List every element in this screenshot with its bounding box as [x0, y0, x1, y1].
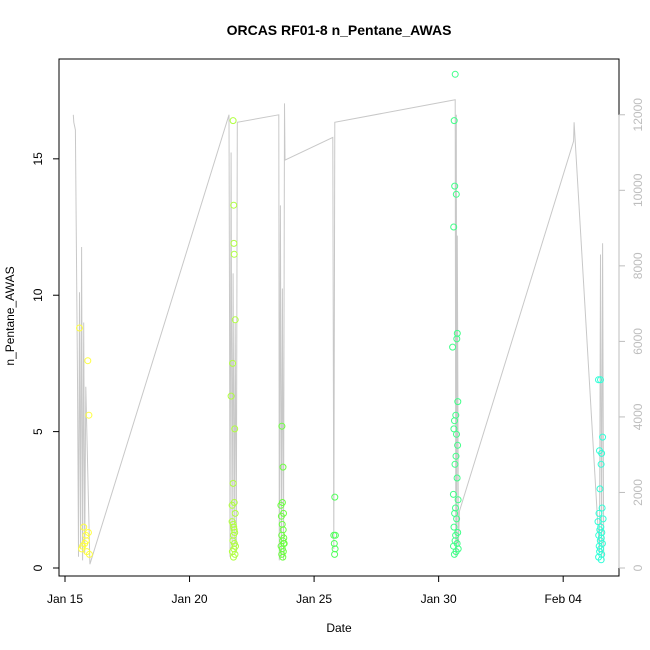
data-point: [450, 550, 458, 558]
data-point: [595, 509, 603, 517]
data-point: [231, 316, 239, 324]
x-tick-label: Jan 15: [47, 592, 83, 606]
data-point: [453, 430, 460, 438]
data-point: [230, 201, 238, 209]
data-point: [597, 460, 605, 468]
data-point: [76, 324, 83, 332]
plot-frame: [58, 58, 620, 577]
data-point: [331, 493, 339, 501]
data-point: [230, 553, 237, 561]
data-point: [449, 343, 457, 351]
data-point: [278, 499, 286, 506]
data-point: [279, 463, 287, 471]
data-point: [598, 504, 606, 512]
y2-tick-label: 6000: [631, 328, 645, 355]
data-point: [231, 425, 239, 433]
y-tick-label: 10: [31, 288, 45, 302]
data-point: [331, 550, 339, 558]
data-point: [450, 117, 458, 125]
data-point: [78, 545, 86, 553]
data-point: [230, 250, 238, 258]
data-point: [229, 531, 237, 539]
x-axis: Jan 15 Jan 20 Jan 25 Jan 30 Feb 04: [47, 575, 583, 606]
data-point: [451, 417, 458, 425]
x-axis-label: Date: [326, 621, 352, 635]
data-point: [229, 479, 237, 487]
data-point: [227, 392, 235, 400]
data-point: [450, 523, 458, 531]
data-points-layer: [76, 70, 607, 564]
y-tick-label: 5: [31, 428, 45, 435]
data-point: [84, 529, 92, 536]
data-point: [230, 239, 238, 247]
data-point: [451, 182, 459, 190]
data-point: [451, 460, 459, 468]
chart-title: ORCAS RF01-8 n_Pentane_AWAS: [227, 22, 452, 38]
data-point: [450, 425, 458, 433]
x-tick-label: Jan 30: [421, 592, 457, 606]
data-point: [449, 490, 457, 498]
data-point: [229, 359, 237, 367]
y-tick-label: 15: [31, 152, 45, 166]
data-point: [330, 540, 338, 547]
data-point: [453, 515, 461, 523]
y-axis-label: n_Pentane_AWAS: [3, 266, 17, 365]
data-point: [453, 474, 461, 482]
data-point: [85, 550, 93, 558]
data-point: [231, 509, 239, 517]
data-point: [279, 553, 287, 561]
data-point: [81, 540, 89, 547]
x-tick-label: Jan 25: [296, 592, 332, 606]
data-point: [454, 398, 462, 406]
data-point: [450, 223, 458, 231]
data-point: [595, 376, 602, 384]
data-point: [597, 556, 605, 564]
data-point: [594, 518, 602, 526]
y2-tick-label: 10000: [631, 173, 645, 207]
y2-tick-label: 8000: [631, 252, 645, 279]
data-point: [80, 523, 88, 531]
y2-tick-label: 4000: [631, 403, 645, 430]
data-point: [454, 441, 462, 449]
x-tick-label: Feb 04: [545, 592, 583, 606]
y-axis-left: 0 5 10 15: [31, 152, 60, 571]
data-point: [277, 512, 285, 520]
data-point: [230, 499, 238, 506]
data-point: [598, 449, 606, 457]
altitude-trace-layer: [72, 99, 605, 565]
data-point: [452, 452, 460, 460]
data-point: [331, 531, 339, 539]
data-point: [597, 376, 604, 384]
altitude-trace-line: [72, 99, 605, 565]
data-point: [599, 433, 607, 441]
data-point: [84, 357, 92, 365]
data-point: [454, 496, 462, 504]
y-tick-label: 0: [31, 564, 45, 571]
data-point: [278, 422, 286, 430]
data-point: [452, 190, 460, 198]
data-point: [453, 335, 461, 343]
y2-tick-label: 0: [631, 564, 645, 571]
data-point: [85, 411, 93, 419]
data-point: [229, 117, 237, 125]
data-point: [596, 485, 604, 493]
data-point: [280, 540, 288, 547]
x-tick-label: Jan 20: [172, 592, 208, 606]
y2-tick-label: 2000: [631, 479, 645, 506]
y-axis-right: 0 2000 4000 6000 8000 10000 12000: [618, 98, 645, 571]
y2-tick-label: 12000: [631, 98, 645, 132]
data-point: [451, 70, 459, 78]
data-point: [452, 531, 460, 539]
